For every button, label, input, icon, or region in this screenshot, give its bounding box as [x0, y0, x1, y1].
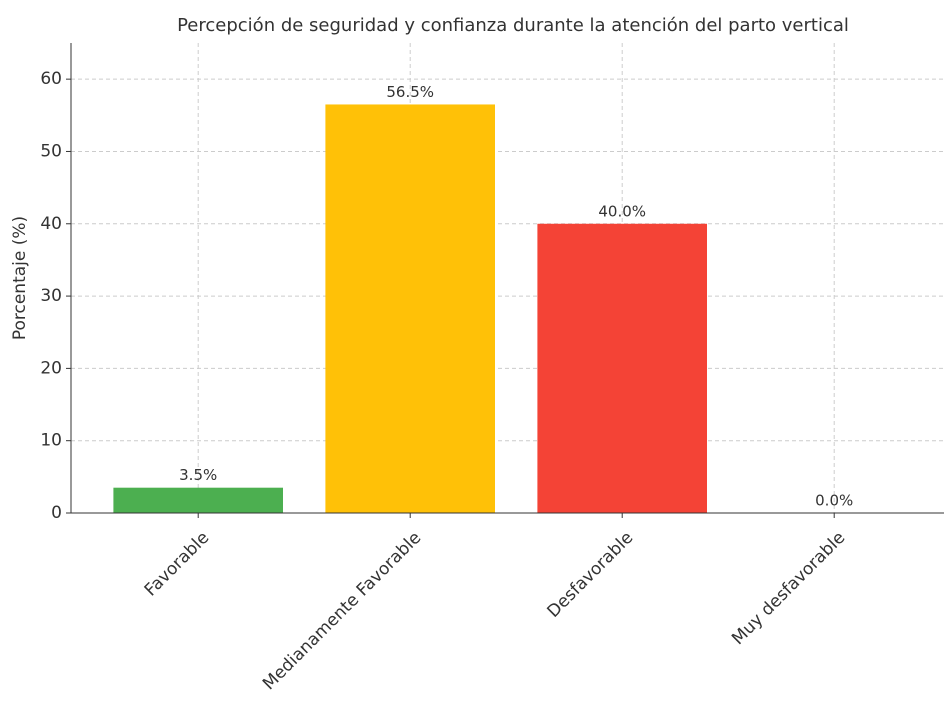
x-tick-label: Muy desfavorable [728, 528, 849, 649]
y-tick-label: 10 [40, 431, 62, 451]
y-tick-label: 20 [40, 358, 62, 378]
x-tick-label: Desfavorable [543, 528, 637, 622]
value-label: 3.5% [179, 466, 217, 484]
bar [537, 223, 707, 513]
bar [325, 104, 495, 513]
y-tick-label: 60 [40, 69, 62, 89]
y-tick-label: 50 [40, 141, 62, 161]
y-tick-label: 30 [40, 286, 62, 306]
bar [113, 487, 284, 513]
y-axis-label: Porcentaje (%) [10, 216, 30, 340]
chart-title: Percepción de seguridad y confianza dura… [177, 15, 849, 36]
value-label: 40.0% [598, 202, 646, 220]
value-label: 0.0% [815, 492, 853, 510]
x-tick-label: Favorable [141, 528, 213, 600]
y-tick-label: 0 [51, 503, 62, 523]
value-label: 56.5% [386, 83, 434, 101]
x-tick-label: Medianamente Favorable [259, 528, 425, 694]
y-tick-label: 40 [40, 214, 62, 234]
